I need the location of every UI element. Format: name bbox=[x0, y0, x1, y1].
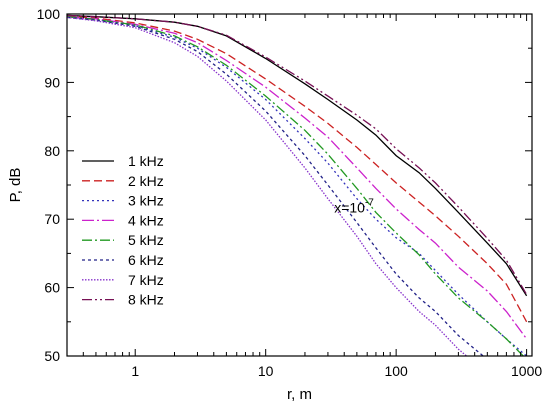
y-tick-label: 50 bbox=[44, 348, 60, 364]
legend-label-5: 5 kHz bbox=[128, 232, 164, 248]
legend-label-3: 3 kHz bbox=[128, 193, 164, 209]
series-line-4 bbox=[67, 16, 528, 340]
y-tick-label: 90 bbox=[44, 74, 60, 90]
legend-label-2: 2 kHz bbox=[128, 173, 164, 189]
annotation-exponent: -7 bbox=[365, 197, 374, 208]
legend-label-4: 4 kHz bbox=[128, 212, 164, 228]
series-line-5 bbox=[67, 16, 525, 356]
y-tick-label: 80 bbox=[44, 143, 60, 159]
series-line-6 bbox=[67, 16, 485, 356]
annotation-text: x=10-7 bbox=[334, 197, 374, 215]
x-tick-label: 100 bbox=[384, 363, 408, 379]
legend-label-6: 6 kHz bbox=[128, 252, 164, 268]
tick-layer: 1 10 100 1000 50 60 70 80 90 100 bbox=[37, 6, 543, 379]
y-tick-label: 60 bbox=[44, 280, 60, 296]
y-tick-label: 70 bbox=[44, 211, 60, 227]
x-tick-label: 1000 bbox=[511, 363, 542, 379]
legend: 1 kHz 2 kHz 3 kHz 4 kHz 5 kHz 6 kHz 7 kHz 8 kHz bbox=[82, 153, 164, 308]
annotation-base: x=10 bbox=[334, 199, 365, 215]
legend-label-7: 7 kHz bbox=[128, 272, 164, 288]
x-axis-title: r, m bbox=[287, 386, 312, 403]
y-axis-title: P, dB bbox=[7, 168, 24, 203]
x-tick-label: 10 bbox=[258, 363, 274, 379]
legend-label-8: 8 kHz bbox=[128, 292, 164, 308]
series-line-8 bbox=[67, 14, 528, 295]
x-tick-label: 1 bbox=[131, 363, 139, 379]
series-line-2 bbox=[67, 15, 528, 323]
series-layer bbox=[67, 14, 528, 356]
y-tick-label: 100 bbox=[37, 6, 61, 22]
legend-label-1: 1 kHz bbox=[128, 153, 164, 169]
series-line-7 bbox=[67, 16, 468, 356]
